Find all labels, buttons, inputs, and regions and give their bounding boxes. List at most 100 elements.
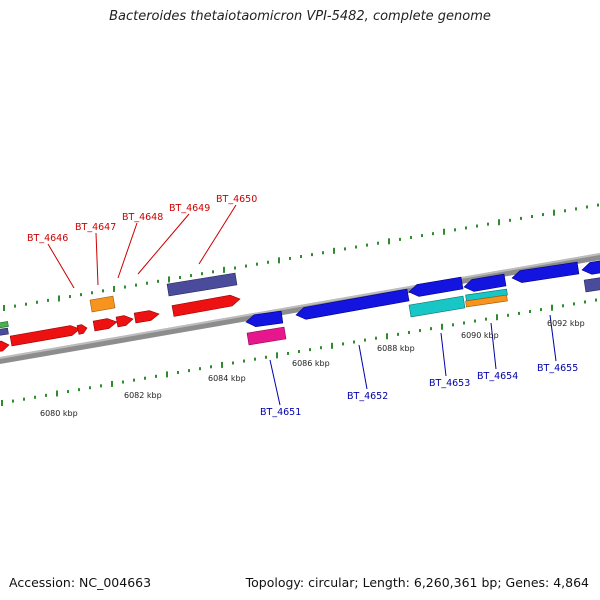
minor-tick [463,321,465,325]
feature-slate-3 [583,277,600,293]
major-tick [58,295,60,302]
minor-tick [474,319,476,323]
minor-tick [25,302,27,306]
minor-tick [410,235,412,239]
minor-tick [309,348,311,352]
feature-red-6-body [133,310,160,324]
minor-tick [254,357,256,361]
minor-tick [430,327,432,331]
ruler-label: 6082 kbp [124,391,162,400]
minor-tick [353,340,355,344]
leader-line [269,359,281,406]
major-tick [443,228,445,235]
ruler-label: 6080 kbp [40,409,78,418]
feature-red-5 [115,315,134,328]
leader-line [198,204,237,265]
feature-blue-3-body [408,276,464,297]
minor-tick [507,313,509,317]
major-tick [496,314,498,321]
gene-label: BT_4649 [169,203,210,214]
minor-tick [320,346,322,350]
minor-tick [520,216,522,220]
gene-label: BT_4646 [27,233,68,244]
minor-tick [265,355,267,359]
ruler-label: 6090 kbp [461,331,499,340]
feature-blue-5-body [511,261,580,283]
leader-line [117,222,138,279]
minor-tick [575,207,577,211]
major-tick [3,305,5,311]
gene-labels: BT_4646 BT_4647 BT_4648 BT_4649 BT_4650 BT_46… [27,194,578,418]
minor-tick [177,370,179,374]
feature-cyan-1-body [408,295,466,318]
minor-tick [364,338,366,342]
minor-tick [454,228,456,232]
map-title: Bacteroides thetaiotaomicron VPI-5482, c… [109,9,491,24]
major-tick [331,342,333,349]
leader-lines [47,204,557,406]
major-tick [111,380,113,387]
feature-red-4 [92,318,118,332]
major-tick [221,361,223,368]
gene-label: BT_4650 [216,194,257,205]
leader-line [358,344,368,390]
feature-orange-1-body [89,295,116,313]
major-tick [333,247,335,254]
minor-tick [34,395,36,399]
ruler-label: 6084 kbp [208,374,246,383]
minor-tick [287,351,289,355]
minor-tick [311,253,313,257]
feature-blue-2 [295,288,410,320]
minor-tick [298,350,300,354]
feature-slate-2-body [166,272,238,297]
minor-tick [146,281,148,285]
minor-tick [465,226,467,230]
minor-tick [135,283,137,287]
minor-tick [80,293,82,297]
minor-tick [267,260,269,264]
gene-label: BT_4647 [75,222,116,233]
feature-blue-1 [245,310,284,328]
major-tick [113,285,115,292]
minor-tick [595,298,597,302]
minor-tick [199,367,201,371]
leader-line [490,322,497,370]
minor-tick [47,298,49,302]
major-tick [388,238,390,245]
genome-summary-text: Topology: circular; Length: 6,260,361 bp… [245,575,589,590]
minor-tick [542,213,544,217]
minor-tick [201,272,203,276]
gene-label: BT_4653 [429,378,470,389]
minor-tick [243,359,245,363]
minor-tick [419,329,421,333]
feature-blue-3 [408,276,464,297]
feature-slate-1 [0,327,9,336]
minor-tick [89,386,91,390]
minor-tick [344,247,346,251]
gene-label: BT_4655 [537,363,578,374]
minor-tick [23,397,25,401]
ruler-labels: 6080 kbp 6082 kbp 6084 kbp 6086 kbp 6088 kbp… [40,319,585,418]
feature-green [0,321,9,329]
minor-tick [234,266,236,270]
accession-text: Accession: NC_004663 [9,575,152,590]
gene-label: BT_4648 [122,212,163,223]
feature-blue-6-body [581,260,600,275]
minor-tick [452,323,454,327]
minor-tick [355,245,357,249]
minor-tick [133,378,135,382]
feature-red-4-body [92,318,118,332]
minor-tick [256,262,258,266]
minor-tick [210,365,212,369]
major-tick [553,209,555,216]
ruler-label: 6086 kbp [292,359,330,368]
leader-line [95,232,99,286]
feature-red-3 [76,324,88,335]
feature-slate-3-body [583,277,600,293]
feature-orange-2 [465,294,508,308]
leader-line [440,332,447,377]
minor-tick [476,224,478,228]
minor-tick [179,275,181,279]
major-tick [386,333,388,340]
